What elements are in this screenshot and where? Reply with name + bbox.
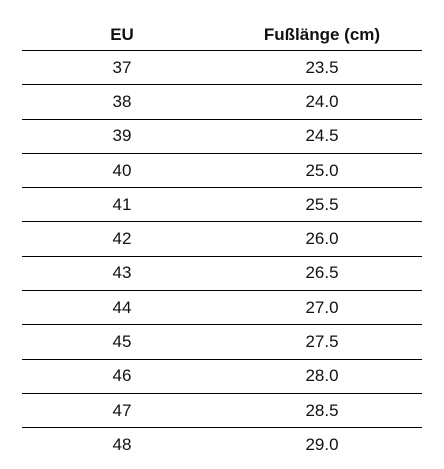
header-row: EU Fußlänge (cm) (22, 20, 422, 51)
table-cell: 44 (22, 290, 222, 325)
table-row: 41 25.5 (22, 187, 422, 222)
table-cell: 37 (112, 57, 132, 77)
table-row: 46 28.0 (22, 358, 422, 394)
table-header: EU Fußlänge (cm) (22, 20, 422, 51)
table-row: 44 27.0 (22, 290, 422, 325)
table-row: 40 25.0 (22, 152, 422, 188)
table-cell: 29.0 (222, 427, 422, 462)
table-cell: 24.0 (222, 84, 422, 120)
table-cell: 26.0 (222, 221, 422, 257)
table-cell: 47 (22, 392, 222, 428)
table-cell: 39 (22, 118, 222, 154)
table-cell: 45 (22, 324, 222, 360)
table-row: 45 27.5 (22, 324, 422, 360)
table-cell: 25.0 (222, 152, 422, 188)
table-cell: 28.0 (222, 358, 422, 394)
table-row: 47 28.5 (22, 392, 422, 428)
table-row: 42 26.0 (22, 221, 422, 257)
table-cell: 40 (22, 152, 222, 188)
table-cell: 41 (22, 187, 222, 222)
table-cell: 27.0 (222, 290, 422, 325)
table-cell: 42 (22, 221, 222, 257)
table-cell: 24.5 (222, 118, 422, 154)
header-cell: EU (22, 20, 222, 51)
table-cell: 48 (22, 427, 222, 462)
table-row: 38 24.0 (22, 84, 422, 120)
table-cell: 27.5 (222, 324, 422, 360)
table-cell: 25.5 (222, 187, 422, 222)
table-cell: 46 (22, 358, 222, 394)
header-cell: Fußlänge (cm) (222, 20, 422, 51)
table-row: 37 23.5 (22, 51, 422, 85)
table-row: 39 24.5 (22, 118, 422, 154)
table-cell: 23.5 (305, 57, 339, 77)
table-cell: 28.5 (222, 392, 422, 428)
table-row: 48 29.0 (22, 427, 422, 462)
table-row: 43 26.5 (22, 255, 422, 291)
size-table: EU Fußlänge (cm) 37 23.5 38 24.0 39 24.5 40 25.… (22, 20, 422, 462)
table-cell: 38 (22, 84, 222, 120)
table-cell: 26.5 (222, 255, 422, 291)
table-cell: 43 (22, 255, 222, 291)
table-body: 37 23.5 38 24.0 39 24.5 40 25.0 41 25.5 42 26.0 43 26… (22, 51, 422, 462)
